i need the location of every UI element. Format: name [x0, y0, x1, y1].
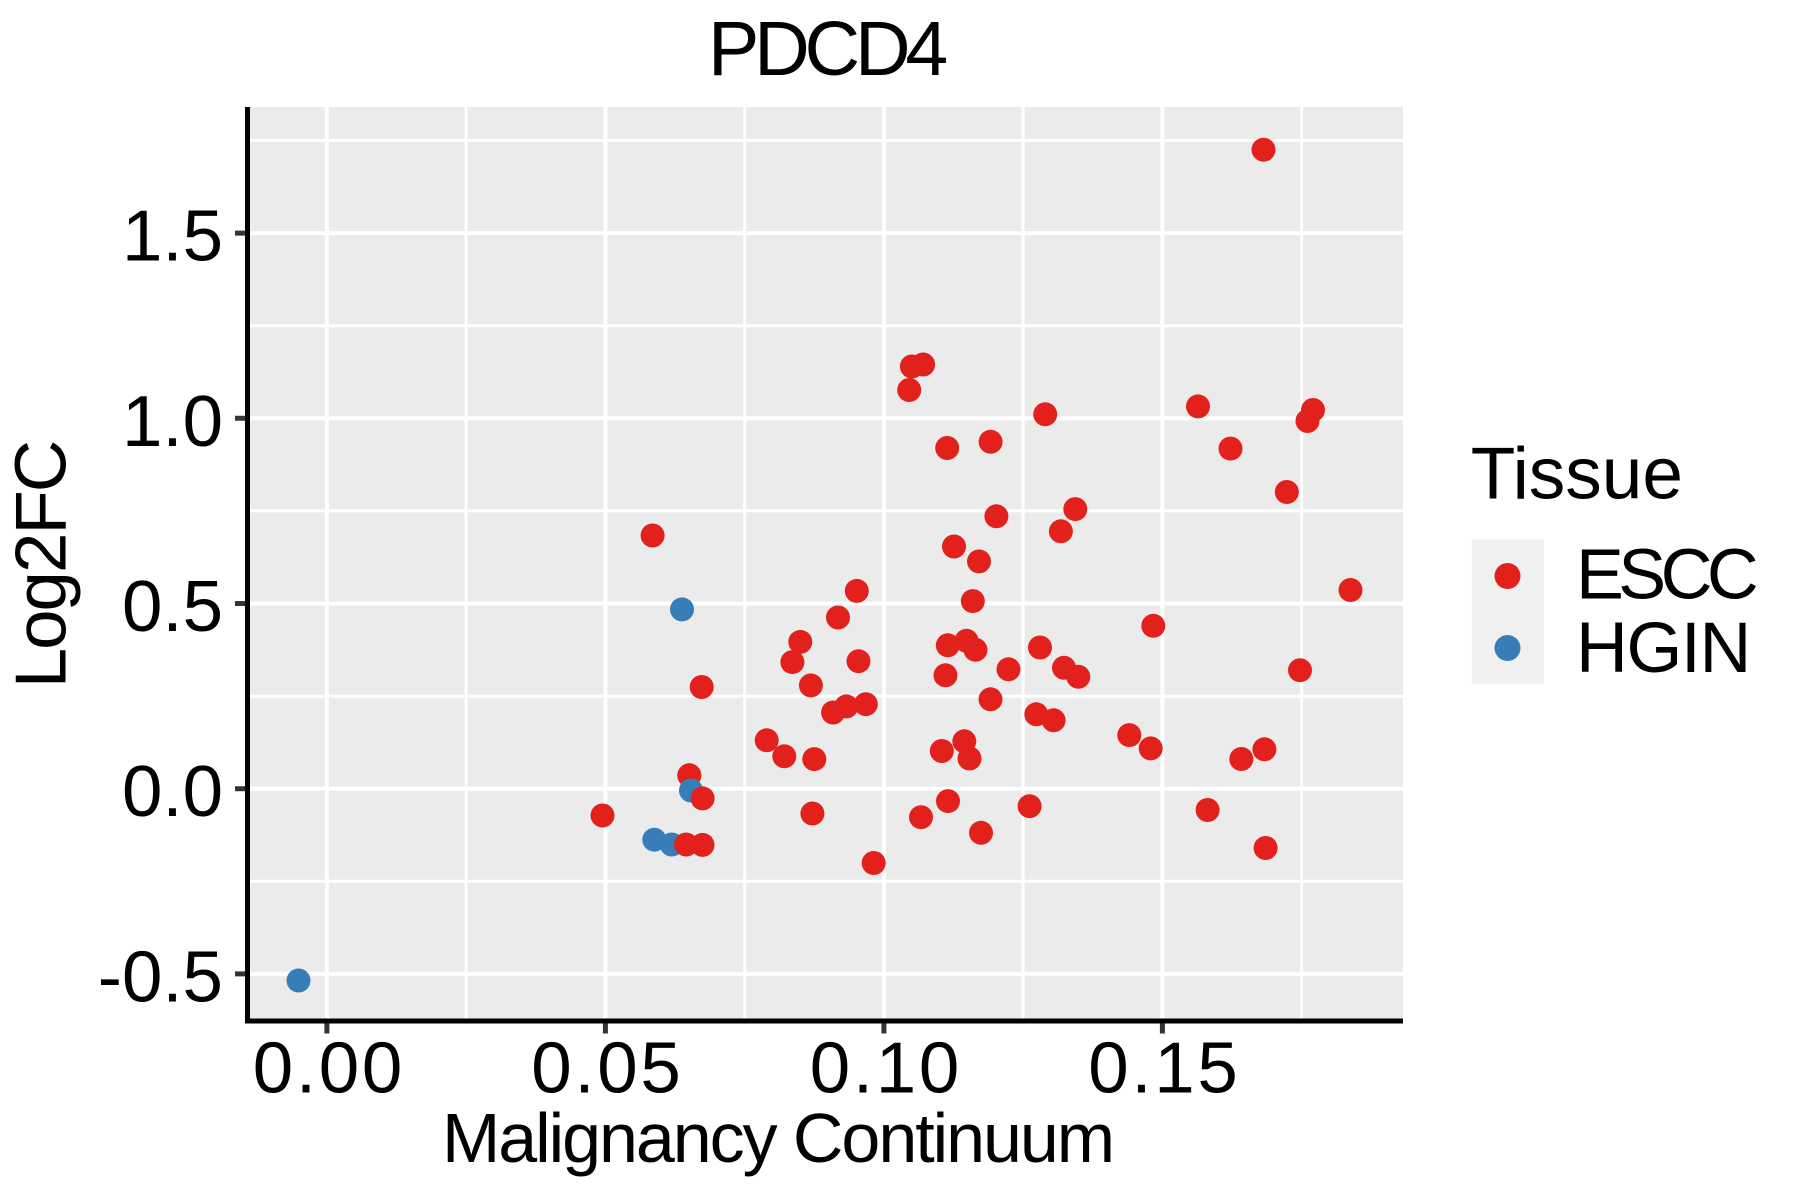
svg-text:Malignancy Continuum: Malignancy Continuum — [442, 1099, 1113, 1177]
svg-text:0.05: 0.05 — [531, 1028, 683, 1109]
svg-text:0.15: 0.15 — [1088, 1028, 1240, 1109]
svg-text:1.5: 1.5 — [122, 196, 223, 277]
svg-text:ESCC: ESCC — [1576, 535, 1757, 615]
svg-text:0.10: 0.10 — [810, 1028, 962, 1109]
svg-text:1.0: 1.0 — [122, 381, 223, 462]
svg-text:-0.5: -0.5 — [98, 936, 223, 1017]
svg-text:0.0: 0.0 — [122, 751, 223, 832]
svg-text:PDCD4: PDCD4 — [708, 6, 946, 92]
svg-text:HGIN: HGIN — [1576, 608, 1750, 688]
svg-text:0.00: 0.00 — [253, 1028, 405, 1109]
svg-text:0.5: 0.5 — [122, 566, 223, 647]
svg-text:Log2FC: Log2FC — [1, 442, 82, 689]
svg-text:Tissue: Tissue — [1471, 434, 1683, 515]
